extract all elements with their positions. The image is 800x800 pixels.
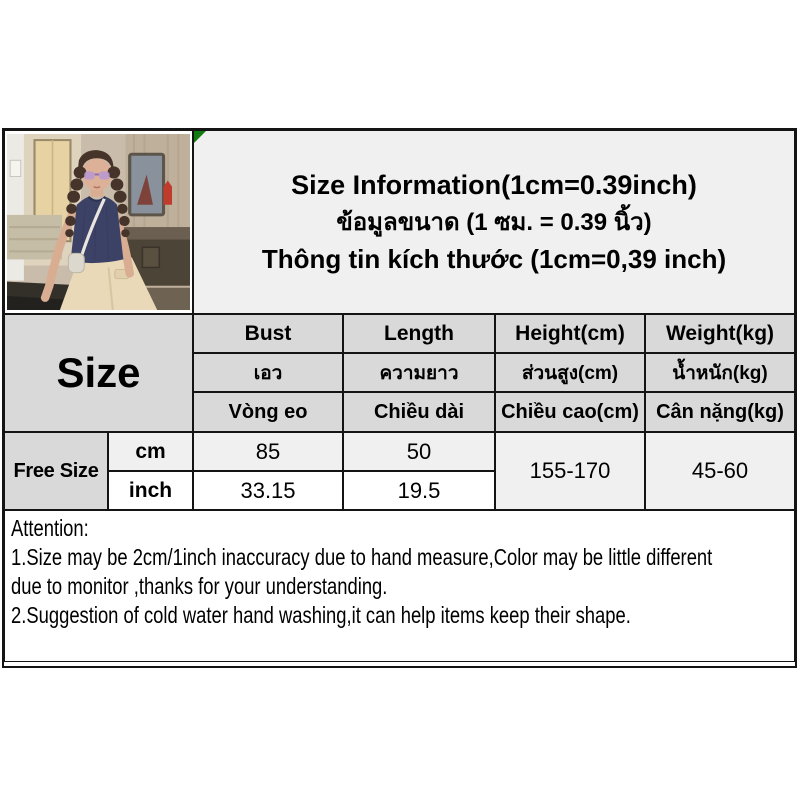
value-weight-range: 45-60 [645,432,795,510]
attention-notes: Attention: 1.Size may be 2cm/1inch inacc… [4,510,795,662]
header-height-en: Height(cm) [495,314,645,353]
mirror [128,152,166,217]
value-length-inch: 19.5 [343,471,495,510]
header-weight-en: Weight(kg) [645,314,795,353]
product-photo-illustration [7,134,190,310]
row-label-free-size: Free Size [4,432,108,510]
header-length-vi: Chiều dài [343,392,495,432]
attention-note-1b: due to monitor ,thanks for your understa… [11,573,388,599]
header-bust-en: Bust [193,314,343,353]
title-block: Size Information(1cm=0.39inch) ข้อมูลขนา… [193,130,795,314]
model-figure [40,150,158,310]
unit-label-inch: inch [108,471,193,510]
header-length-en: Length [343,314,495,353]
size-chart-sheet: Size Information(1cm=0.39inch) ข้อมูลขนา… [2,128,797,668]
sunglasses [84,171,110,180]
unit-label-cm: cm [108,432,193,471]
attention-heading: Attention: [11,515,89,541]
value-length-cm: 50 [343,432,495,471]
value-height-range: 155-170 [495,432,645,510]
product-photo [4,130,193,314]
attention-note-1a: 1.Size may be 2cm/1inch inaccuracy due t… [11,544,713,570]
value-bust-inch: 33.15 [193,471,343,510]
header-bust-th: เอว [193,353,343,392]
header-length-th: ความยาว [343,353,495,392]
header-weight-vi: Cân nặng(kg) [645,392,795,432]
header-height-vi: Chiều cao(cm) [495,392,645,432]
header-height-th: ส่วนสูง(cm) [495,353,645,392]
title-thai: ข้อมูลขนาด (1 ซม. = 0.39 นิ้ว) [336,208,652,236]
value-bust-cm: 85 [193,432,343,471]
attention-note-2: 2.Suggestion of cold water hand washing,… [11,602,631,628]
title-vietnamese: Thông tin kích thước (1cm=0,39 inch) [261,243,727,274]
corner-marker-icon [194,131,206,143]
title-english: Size Information(1cm=0.39inch) [291,169,697,200]
size-corner-label: Size [4,314,193,432]
header-bust-vi: Vòng eo [193,392,343,432]
header-weight-th: น้ำหนัก(kg) [645,353,795,392]
